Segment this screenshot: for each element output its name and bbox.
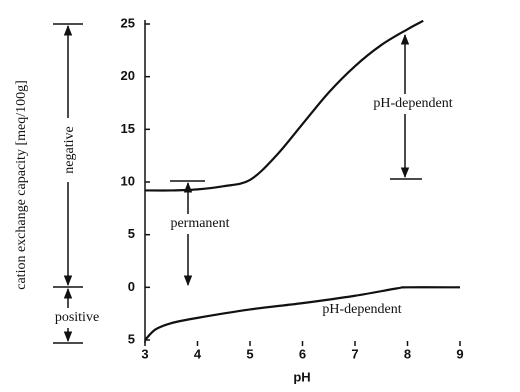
y-tick-label: 25 (121, 15, 135, 30)
x-tick-label: 9 (456, 346, 463, 361)
annotation: negative (62, 126, 77, 173)
y-tick-label: 15 (121, 121, 135, 136)
side-brackets (48, 23, 106, 344)
annotation: pH-dependent (322, 302, 401, 317)
curve (144, 286, 461, 341)
x-tick-label: 8 (404, 346, 411, 361)
y-tick-label: 5 (128, 226, 135, 241)
x-axis-label: pH (293, 369, 310, 384)
x-tick-label: 6 (299, 346, 306, 361)
x-tick-label: 3 (141, 346, 148, 361)
annotation: permanent (170, 216, 229, 231)
x-tick-label: 7 (351, 346, 358, 361)
y-tick-label: 0 (128, 279, 135, 294)
x-tick-label: 5 (246, 346, 253, 361)
annotation-arrows (157, 33, 470, 287)
x-tick-label: 4 (194, 346, 202, 361)
y-tick-label: 10 (121, 173, 135, 188)
y-tick-label: 20 (121, 68, 135, 83)
curve (144, 19, 424, 192)
y-tick-label: 5 (128, 331, 135, 346)
annotation: pH-dependent (373, 96, 452, 111)
y-axis-label: cation exchange capacity [meq/100g] (14, 80, 29, 290)
annotation: positive (55, 310, 99, 325)
